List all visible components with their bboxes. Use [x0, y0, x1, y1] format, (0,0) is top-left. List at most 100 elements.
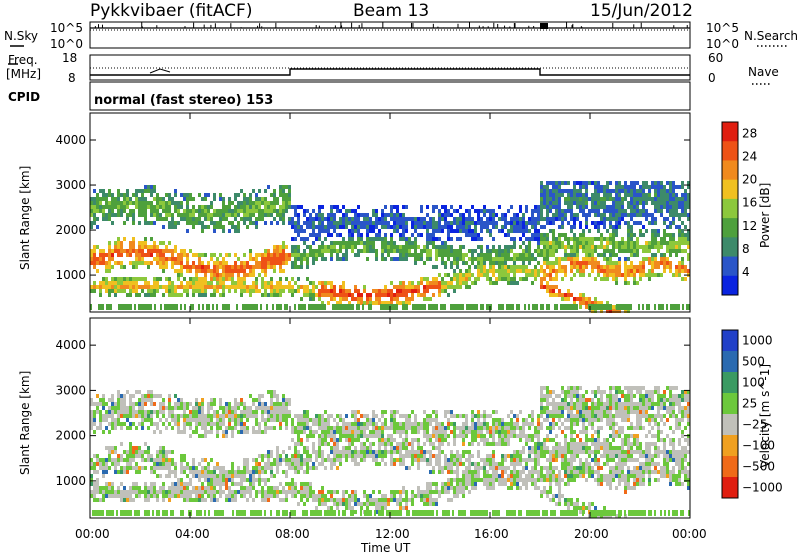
power-panel-cell: [300, 257, 303, 261]
power-panel-cell: [648, 257, 651, 261]
power-panel-cell: [483, 221, 486, 225]
velocity-panel-cell: [330, 490, 333, 494]
power-panel-cell: [648, 197, 651, 201]
power-panel-cell: [156, 257, 159, 261]
power-panel-cell: [312, 297, 315, 301]
power-panel-cell: [99, 285, 102, 289]
power-panel-cell: [312, 293, 315, 297]
velocity-panel-cell: [150, 454, 153, 458]
power-panel-cell: [186, 257, 189, 261]
power-panel-cell: [681, 201, 684, 205]
power-panel-near-range: [202, 304, 204, 310]
power-panel-cell: [594, 221, 597, 225]
velocity-panel-cell: [348, 434, 351, 438]
velocity-panel-cell: [321, 430, 324, 434]
power-panel-cell: [414, 237, 417, 241]
power-panel-cell: [504, 257, 507, 261]
velocity-panel-cell: [321, 418, 324, 422]
velocity-panel-cell: [240, 494, 243, 498]
velocity-panel-cell: [306, 414, 309, 418]
velocity-panel-cell: [327, 458, 330, 462]
power-panel-cell: [207, 213, 210, 217]
velocity-panel-cell: [216, 422, 219, 426]
power-panel-near-range: [610, 304, 612, 310]
power-panel-cell: [555, 241, 558, 245]
velocity-panel-cell: [234, 482, 237, 486]
power-panel-cell: [336, 225, 339, 229]
power-panel-cell: [225, 253, 228, 257]
power-panel-near-range: [528, 304, 530, 310]
power-panel-cell: [168, 221, 171, 225]
power-panel-cell: [345, 289, 348, 293]
power-panel-cell: [114, 213, 117, 217]
power-panel-cell: [123, 221, 126, 225]
velocity-panel-cell: [150, 418, 153, 422]
velocity-panel-cell: [192, 474, 195, 478]
power-panel-cell: [555, 201, 558, 205]
velocity-panel-cell: [225, 406, 228, 410]
power-panel-cell: [402, 229, 405, 233]
power-panel-cell: [573, 257, 576, 261]
power-panel-cell: [354, 213, 357, 217]
power-panel-cell: [570, 269, 573, 273]
power-panel-cell: [498, 229, 501, 233]
power-panel-cell: [432, 205, 435, 209]
power-panel-near-range: [594, 304, 596, 310]
power-panel-cell: [414, 229, 417, 233]
power-panel-cell: [537, 269, 540, 273]
velocity-panel-cell: [408, 414, 411, 418]
power-panel-cell: [570, 277, 573, 281]
power-panel-cell: [93, 197, 96, 201]
velocity-panel-cell: [171, 426, 174, 430]
velocity-panel-cell: [105, 494, 108, 498]
power-panel-cell: [645, 213, 648, 217]
power-panel-cell: [615, 241, 618, 245]
power-panel-cell: [261, 261, 264, 265]
power-panel-cell: [288, 257, 291, 261]
power-panel-cell: [447, 285, 450, 289]
power-panel-cell: [549, 221, 552, 225]
power-panel-cell: [291, 277, 294, 281]
power-panel-near-range: [310, 304, 312, 310]
power-panel-cell: [597, 265, 600, 269]
power-panel-cell: [222, 213, 225, 217]
power-panel-cell: [528, 257, 531, 261]
power-panel-cell: [609, 237, 612, 241]
velocity-panel-cell: [348, 450, 351, 454]
velocity-panel-cell: [372, 450, 375, 454]
power-panel-cell: [513, 261, 516, 265]
power-panel-cell: [603, 197, 606, 201]
power-panel-cell: [366, 225, 369, 229]
power-panel-cell: [276, 285, 279, 289]
power-panel-cell: [657, 185, 660, 189]
power-panel-cell: [165, 265, 168, 269]
velocity-panel-cell: [324, 466, 327, 470]
power-panel-cell: [666, 241, 669, 245]
velocity-panel-cell: [378, 490, 381, 494]
velocity-panel-cell: [288, 402, 291, 406]
power-panel-cell: [153, 185, 156, 189]
power-panel-cell: [210, 213, 213, 217]
power-panel-cell: [507, 249, 510, 253]
power-panel-cell: [171, 225, 174, 229]
power-panel-cell: [222, 265, 225, 269]
velocity-panel-cell: [378, 450, 381, 454]
velocity-panel-cell: [405, 506, 408, 510]
power-panel-cell: [357, 289, 360, 293]
velocity-panel-cell: [210, 478, 213, 482]
power-panel-cell: [105, 201, 108, 205]
power-panel-cell: [426, 253, 429, 257]
power-panel-cell: [411, 245, 414, 249]
velocity-panel-cell: [417, 494, 420, 498]
power-panel-cell: [435, 229, 438, 233]
power-panel-cell: [465, 261, 468, 265]
velocity-panel-cell: [189, 422, 192, 426]
velocity-panel-cell: [123, 450, 126, 454]
power-panel-cell: [621, 189, 624, 193]
power-panel-near-range: [608, 304, 610, 310]
power-panel-cell: [114, 241, 117, 245]
power-panel-cell: [153, 205, 156, 209]
power-panel-cell: [570, 205, 573, 209]
power-panel-cell: [288, 205, 291, 209]
power-panel-cell: [279, 209, 282, 213]
